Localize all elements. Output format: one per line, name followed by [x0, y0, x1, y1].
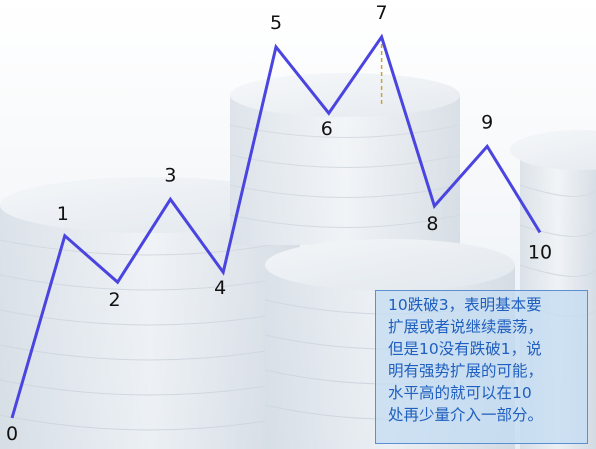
- wave-point-label-8: 8: [426, 213, 438, 235]
- wave-point-label-1: 1: [57, 203, 69, 225]
- wave-point-label-6: 6: [321, 118, 333, 140]
- wave-point-label-3: 3: [164, 164, 176, 186]
- wave-point-label-9: 9: [481, 111, 493, 133]
- annotation-line-5: 水平高的就可以在10: [388, 384, 532, 402]
- chart-plot-area: 0 1 2 3 4 5 6 7 8 9 10: [6, 2, 552, 445]
- annotation-line-2: 扩展或者说继续震荡，: [388, 318, 544, 336]
- wave-series-line: [10, 33, 542, 419]
- annotation-line-1: 10跌破3，表明基本要: [388, 296, 542, 314]
- annotation-box: 10跌破3，表明基本要 扩展或者说继续震荡， 但是10没有跌破1，说 明有强势扩…: [375, 290, 588, 444]
- annotation-line-3: 但是10没有跌破1，说: [388, 340, 542, 358]
- annotation-line-6: 处再少量介入一部分。: [388, 406, 544, 424]
- wave-point-label-7: 7: [376, 2, 388, 24]
- wave-point-label-0: 0: [6, 423, 18, 445]
- annotation-line-4: 明有强势扩展的可能，: [388, 362, 544, 380]
- wave-point-label-10: 10: [528, 241, 552, 263]
- wave-point-label-2: 2: [109, 289, 121, 311]
- wave-point-label-4: 4: [214, 277, 226, 299]
- wave-point-label-5: 5: [270, 12, 282, 34]
